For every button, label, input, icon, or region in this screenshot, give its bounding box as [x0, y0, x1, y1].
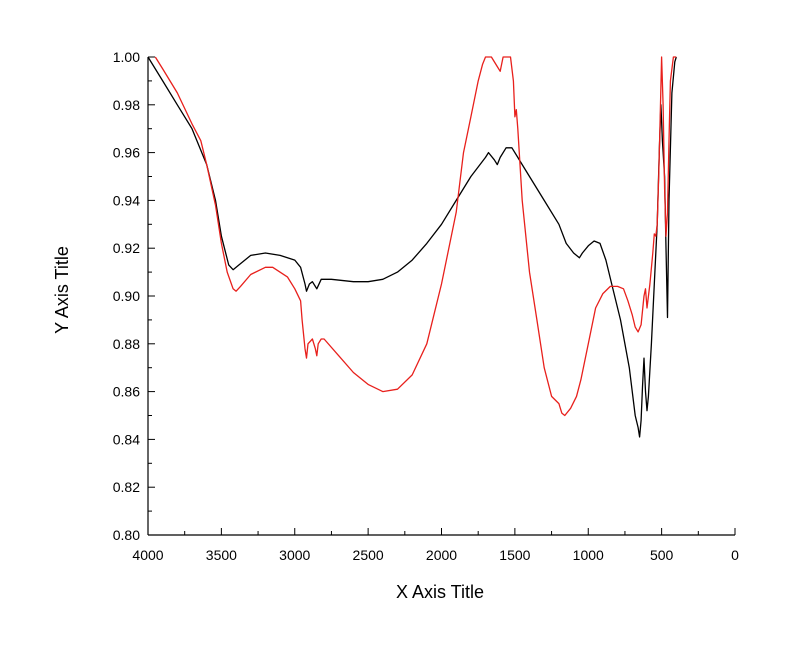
x-tick-label: 0	[731, 547, 739, 563]
y-tick-label: 0.90	[113, 288, 140, 304]
y-tick-label: 0.98	[113, 97, 140, 113]
x-tick-label: 4000	[132, 547, 163, 563]
y-tick-label: 0.92	[113, 240, 140, 256]
y-ticks: 0.80 0.82 0.84 0.86 0.88 0.90 0.92 0.94 0.96 0.98…	[113, 49, 155, 543]
x-tick-label: 3000	[279, 547, 310, 563]
y-tick-label: 0.86	[113, 384, 140, 400]
plot-area: 0.80 0.82 0.84 0.86 0.88 0.90 0.92 0.94 0.96 0.98…	[113, 49, 739, 563]
series-line-2	[154, 56, 677, 417]
y-tick-label: 0.82	[113, 479, 140, 495]
y-tick-label: 0.94	[113, 192, 140, 208]
y-axis-title: Y Axis Title	[52, 246, 72, 334]
x-axis-title: X Axis Title	[396, 582, 484, 602]
y-tick-label: 1.00	[113, 49, 140, 65]
x-tick-label: 3500	[206, 547, 237, 563]
x-ticks: 4000 3500 3000 2500 2000 1500 1000 500 0	[132, 528, 739, 563]
y-tick-label: 0.96	[113, 145, 140, 161]
x-tick-label: 1500	[499, 547, 530, 563]
series-layer	[147, 56, 677, 438]
y-tick-label: 0.88	[113, 336, 140, 352]
x-tick-label: 2000	[426, 547, 457, 563]
x-tick-label: 2500	[353, 547, 384, 563]
x-tick-label: 1000	[573, 547, 604, 563]
x-tick-label: 500	[650, 547, 674, 563]
y-tick-label: 0.84	[113, 431, 140, 447]
series-line-1	[147, 56, 677, 438]
y-tick-label: 0.80	[113, 527, 140, 543]
